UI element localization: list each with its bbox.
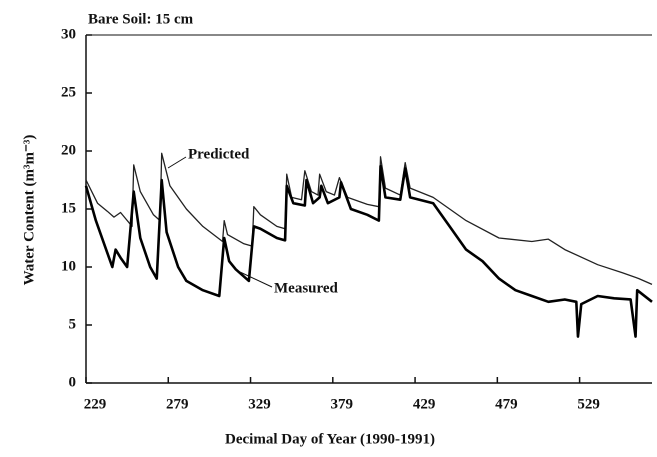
y-tick-label: 0 (69, 374, 77, 390)
series-line (84, 164, 653, 338)
series-line (85, 152, 653, 285)
x-tick-label: 379 (331, 396, 354, 412)
x-tick-label: 329 (248, 396, 271, 412)
x-tick-label: 229 (84, 396, 107, 412)
x-tick-label: 279 (166, 396, 189, 412)
y-tick-label: 15 (61, 200, 76, 216)
y-tick-label: 5 (69, 316, 77, 332)
x-tick-label: 529 (577, 396, 600, 412)
y-tick-label: 20 (61, 142, 76, 158)
y-tick-label: 25 (61, 84, 76, 100)
x-axis-label: Decimal Day of Year (1990-1991) (225, 431, 435, 447)
y-tick-label: 10 (61, 258, 76, 274)
y-axis-label: Water Content (m³m⁻³) (21, 135, 37, 286)
x-tick-label: 479 (495, 396, 518, 412)
annotation: Measured (274, 280, 339, 296)
annotation: Predicted (188, 146, 250, 162)
annotation-pointer (167, 156, 187, 169)
chart-title: Bare Soil: 15 cm (88, 11, 194, 27)
annotation-pointer (239, 271, 273, 288)
x-tick-label: 429 (413, 396, 436, 412)
y-tick-label: 30 (61, 26, 76, 42)
